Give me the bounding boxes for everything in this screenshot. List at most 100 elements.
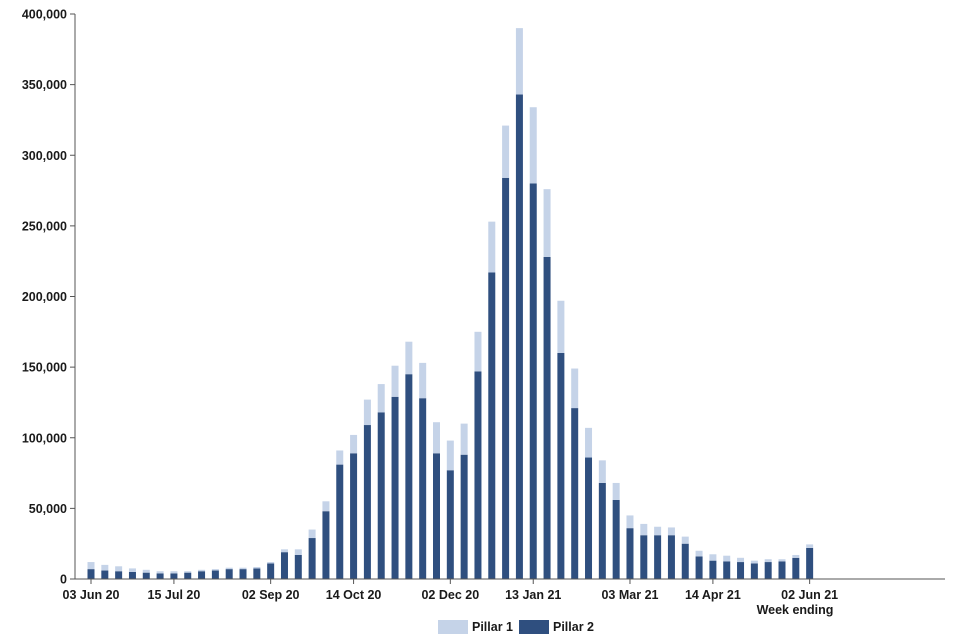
x-tick-label: 02 Jun 21 — [781, 588, 838, 602]
bar-pillar-2 — [598, 482, 606, 579]
bar-pillar-2 — [737, 562, 745, 579]
bar-pillar-2 — [267, 563, 275, 579]
bar-pillar-1 — [502, 125, 510, 178]
x-tick-label: 02 Dec 20 — [421, 588, 479, 602]
bar-pillar-1 — [419, 362, 427, 399]
legend-label-pillar-2: Pillar 2 — [553, 620, 594, 634]
legend-swatch-pillar-1 — [438, 620, 468, 634]
legend-label-pillar-1: Pillar 1 — [472, 620, 513, 634]
bar-pillar-2 — [557, 353, 565, 579]
bar-pillar-2 — [612, 499, 620, 579]
bars — [87, 28, 814, 579]
bar-pillar-1 — [128, 568, 136, 572]
bar-pillar-2 — [419, 398, 427, 579]
bar-pillar-1 — [598, 460, 606, 483]
y-tick-label: 350,000 — [22, 78, 67, 92]
bar-pillar-1 — [433, 422, 440, 454]
legend-item-pillar-1: Pillar 1 — [438, 620, 513, 634]
bar-pillar-2 — [308, 538, 316, 579]
bar-pillar-1 — [806, 544, 814, 548]
bar-pillar-2 — [460, 454, 468, 579]
bar-pillar-1 — [294, 549, 302, 555]
y-tick-label: 100,000 — [22, 431, 67, 445]
bar-pillar-2 — [142, 572, 150, 579]
bar-pillar-2 — [211, 570, 219, 579]
bar-pillar-1 — [225, 567, 233, 570]
bar-pillar-1 — [750, 560, 758, 564]
bar-pillar-1 — [391, 365, 399, 397]
bar-pillar-2 — [667, 535, 675, 579]
bar-pillar-2 — [280, 552, 288, 579]
bar-pillar-2 — [750, 563, 758, 579]
bar-pillar-2 — [170, 573, 178, 579]
bar-pillar-1 — [543, 189, 551, 257]
bar-pillar-2 — [184, 572, 192, 579]
bar-pillar-1 — [280, 549, 288, 553]
bar-pillar-1 — [515, 28, 523, 95]
bar-pillar-1 — [253, 566, 261, 569]
bar-pillar-2 — [446, 470, 454, 579]
bar-pillar-1 — [322, 501, 330, 512]
bar-pillar-1 — [350, 434, 358, 454]
y-tick-label: 50,000 — [29, 502, 67, 516]
bar-pillar-2 — [529, 183, 537, 579]
bar-pillar-2 — [640, 535, 648, 579]
bar-pillar-1 — [792, 554, 800, 558]
bar-pillar-1 — [681, 536, 689, 544]
bar-pillar-1 — [377, 384, 385, 413]
bar-pillar-1 — [723, 555, 731, 562]
legend-swatch-pillar-2 — [519, 620, 549, 634]
bar-pillar-2 — [101, 570, 109, 579]
bar-pillar-2 — [626, 528, 634, 579]
bar-pillar-2 — [474, 371, 482, 579]
x-tick-label: 03 Mar 21 — [601, 588, 658, 602]
bar-pillar-1 — [198, 569, 206, 572]
y-tick-label: 250,000 — [22, 219, 67, 233]
bar-pillar-1 — [557, 300, 565, 353]
bar-pillar-1 — [488, 221, 496, 273]
bar-pillar-2 — [115, 571, 123, 579]
x-tick-label: 03 Jun 20 — [63, 588, 120, 602]
bar-pillar-2 — [515, 94, 523, 579]
bar-pillar-2 — [723, 561, 731, 579]
bar-pillar-1 — [363, 399, 371, 426]
bar-pillar-2 — [502, 177, 510, 579]
bar-pillar-1 — [529, 107, 537, 184]
x-tick-label: 13 Jan 21 — [505, 588, 561, 602]
bar-pillar-1 — [115, 566, 123, 572]
bar-pillar-2 — [377, 412, 385, 579]
x-tick-label: 14 Oct 20 — [326, 588, 382, 602]
bar-pillar-2 — [253, 568, 261, 579]
bar-pillar-2 — [806, 547, 814, 579]
bar-pillar-2 — [156, 573, 164, 579]
bar-pillar-2 — [405, 374, 413, 579]
bar-pillar-1 — [571, 368, 579, 409]
bar-pillar-2 — [198, 571, 206, 579]
bar-pillar-1 — [142, 569, 150, 573]
x-axis-label: Week ending — [757, 603, 834, 617]
bar-pillar-2 — [433, 453, 440, 579]
bar-pillar-2 — [363, 425, 371, 579]
bar-pillar-1 — [87, 562, 95, 570]
bar-pillar-2 — [391, 396, 399, 579]
bar-pillar-1 — [267, 562, 275, 564]
bar-pillar-2 — [294, 554, 302, 579]
y-axis: 0 50,000 100,000 150,000 200,000 250,000 300,0… — [22, 8, 76, 587]
bar-pillar-2 — [585, 457, 593, 579]
bar-pillar-1 — [239, 567, 247, 570]
bar-pillar-2 — [778, 561, 786, 579]
bar-pillar-1 — [460, 423, 468, 455]
bar-pillar-2 — [681, 543, 689, 579]
bar-pillar-1 — [184, 571, 192, 573]
legend: Pillar 1 Pillar 2 — [438, 620, 596, 634]
bar-pillar-2 — [792, 557, 800, 579]
bar-pillar-1 — [737, 557, 745, 563]
bar-pillar-1 — [612, 482, 620, 500]
bar-pillar-1 — [640, 523, 648, 536]
y-tick-label: 300,000 — [22, 149, 67, 163]
bar-pillar-2 — [543, 256, 551, 579]
bar-pillar-2 — [87, 569, 95, 579]
bar-pillar-1 — [170, 571, 178, 574]
x-axis: 03 Jun 20 15 Jul 20 02 Sep 20 14 Oct 20 02 D… — [63, 578, 945, 602]
